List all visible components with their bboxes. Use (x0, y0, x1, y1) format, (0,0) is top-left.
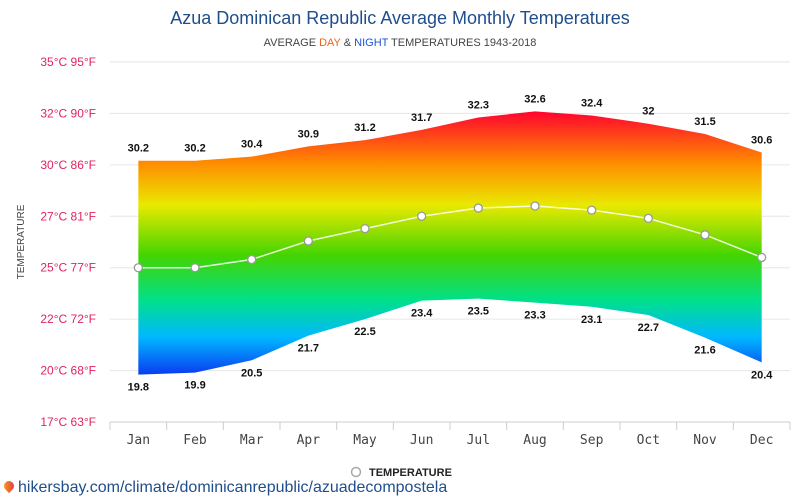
average-temperature-line (133, 201, 767, 273)
average-point (587, 205, 597, 215)
day-value-label: 30.2 (128, 143, 149, 155)
y-axis-ticks: 17°C 63°F 20°C 68°F 22°C 72°F 25°C 77°F 27°C… (40, 55, 96, 429)
x-tick-label: Dec (750, 433, 773, 448)
x-tick-label: May (353, 433, 377, 448)
x-tick-label: Jul (467, 433, 490, 448)
y-tick-label: 17°C 63°F (40, 415, 96, 429)
average-point (643, 213, 653, 223)
chart-title: Azua Dominican Republic Average Monthly … (170, 8, 630, 28)
x-tick-label: Feb (183, 433, 207, 448)
subtitle-prefix: AVERAGE (264, 37, 319, 49)
x-tick-label: Jun (410, 433, 433, 448)
day-value-label: 31.5 (694, 116, 715, 128)
x-tick-label: Mar (240, 433, 264, 448)
day-value-label: 30.6 (751, 135, 772, 147)
y-tick-label: 32°C 90°F (40, 106, 96, 120)
subtitle-day: DAY (319, 37, 341, 49)
night-value-label: 23.4 (411, 308, 433, 320)
night-value-label: 19.9 (184, 380, 205, 392)
day-value-label: 31.2 (354, 122, 375, 134)
day-value-label: 32.3 (468, 100, 489, 112)
day-value-label: 31.7 (411, 112, 432, 124)
day-value-label: 32.4 (581, 97, 603, 109)
legend-label: TEMPERATURE (369, 467, 452, 479)
x-tick-label: Oct (637, 433, 660, 448)
night-value-label: 22.7 (638, 322, 659, 334)
average-point (700, 230, 710, 240)
average-point (133, 263, 143, 273)
y-tick-label: 20°C 68°F (40, 364, 96, 378)
night-value-label: 21.6 (694, 345, 715, 357)
temperature-range-area (138, 111, 762, 375)
source-text: hikersbay.com/climate/dominicanrepublic/… (18, 479, 448, 496)
average-point (190, 263, 200, 273)
night-value-label: 19.8 (128, 382, 149, 394)
x-tick-label: Apr (297, 433, 321, 448)
x-tick-label: Aug (523, 433, 546, 448)
day-night-band (138, 111, 762, 375)
night-value-label: 20.4 (751, 369, 773, 381)
day-value-label: 30.9 (298, 128, 319, 140)
night-value-label: 23.1 (581, 314, 602, 326)
subtitle-amp: & (341, 37, 354, 49)
day-value-label: 30.2 (184, 143, 205, 155)
y-tick-label: 30°C 86°F (40, 158, 96, 172)
average-line (138, 205, 762, 269)
x-tick-label: Nov (693, 433, 717, 448)
day-value-label: 32 (642, 106, 654, 118)
y-tick-label: 35°C 95°F (40, 55, 96, 69)
x-tick-label: Jan (127, 433, 150, 448)
y-tick-label: 22°C 72°F (40, 312, 96, 326)
average-point (473, 203, 483, 213)
map-pin-icon (1, 478, 17, 493)
night-value-label: 21.7 (298, 343, 319, 355)
x-axis: Jan Feb Mar Apr May Jun Jul Aug Sep Oct Nov Dec (109, 421, 791, 448)
day-value-label: 30.4 (241, 139, 263, 151)
legend-marker-icon (350, 466, 362, 478)
night-value-label: 22.5 (354, 326, 375, 338)
average-point (757, 252, 767, 263)
average-point (417, 211, 427, 221)
night-value-label: 20.5 (241, 367, 262, 379)
subtitle-suffix: TEMPERATURES 1943-2018 (388, 37, 536, 49)
y-tick-label: 27°C 81°F (40, 209, 96, 223)
day-value-label: 32.6 (524, 93, 545, 105)
subtitle-night: NIGHT (354, 37, 389, 49)
night-value-label: 23.5 (468, 306, 489, 318)
night-value-label: 23.3 (524, 310, 545, 322)
data-labels: 30.2 30.2 30.4 30.9 31.2 31.7 32.3 32.6 32.4 32 31… (128, 93, 774, 393)
average-point (530, 201, 540, 211)
y-tick-label: 25°C 77°F (40, 261, 96, 275)
average-point (247, 254, 257, 265)
chart-subtitle: AVERAGE DAY & NIGHT TEMPERATURES 1943-20… (264, 37, 537, 49)
x-tick-label: Sep (580, 433, 604, 448)
average-point (360, 223, 370, 234)
y-axis-label: TEMPERATURE (16, 204, 27, 279)
source-link[interactable]: hikersbay.com/climate/dominicanrepublic/… (1, 478, 448, 497)
legend[interactable]: TEMPERATURE (350, 466, 452, 479)
average-point (303, 236, 313, 246)
